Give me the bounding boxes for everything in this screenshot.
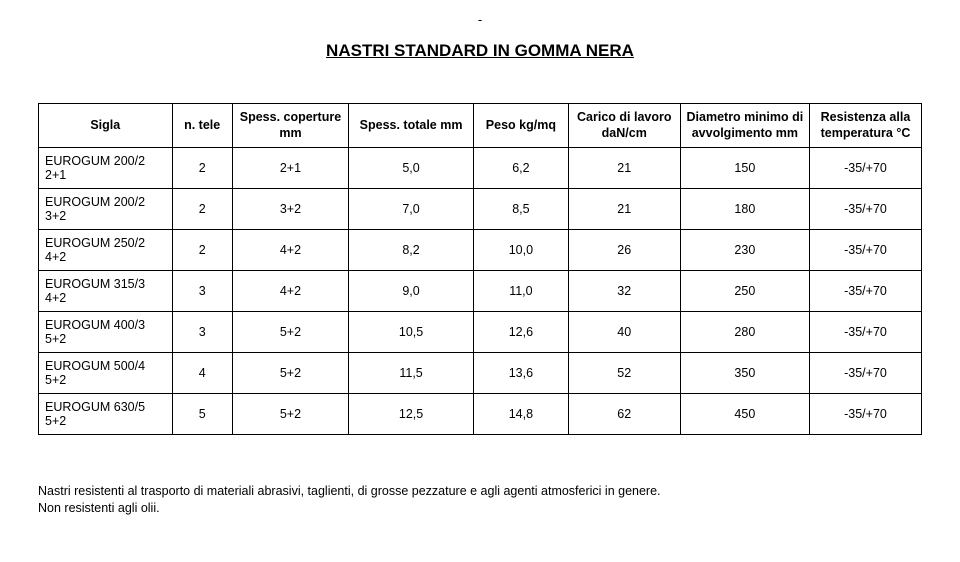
table-row: EUROGUM 200/2 2+1 2 2+1 5,0 6,2 21 150 -… xyxy=(39,148,922,189)
cell-totale: 10,5 xyxy=(349,312,474,353)
cell-coperture: 4+2 xyxy=(232,230,348,271)
table-row: EUROGUM 630/5 5+2 5 5+2 12,5 14,8 62 450… xyxy=(39,394,922,435)
col-header-carico: Carico di lavoro daN/cm xyxy=(568,104,680,148)
cell-coperture: 4+2 xyxy=(232,271,348,312)
cell-coperture: 2+1 xyxy=(232,148,348,189)
cell-carico: 62 xyxy=(568,394,680,435)
cell-ntele: 4 xyxy=(172,353,232,394)
footnote-line2: Non resistenti agli olii. xyxy=(38,501,160,515)
table-row: EUROGUM 500/4 5+2 4 5+2 11,5 13,6 52 350… xyxy=(39,353,922,394)
cell-resistenza: -35/+70 xyxy=(809,394,921,435)
cell-peso: 12,6 xyxy=(474,312,569,353)
col-header-sigla: Sigla xyxy=(39,104,173,148)
cell-peso: 10,0 xyxy=(474,230,569,271)
cell-sigla: EUROGUM 630/5 5+2 xyxy=(39,394,173,435)
table-row: EUROGUM 250/2 4+2 2 4+2 8,2 10,0 26 230 … xyxy=(39,230,922,271)
cell-resistenza: -35/+70 xyxy=(809,230,921,271)
cell-sigla: EUROGUM 500/4 5+2 xyxy=(39,353,173,394)
cell-diametro: 150 xyxy=(680,148,809,189)
document-page: - NASTRI STANDARD IN GOMMA NERA Sigla n.… xyxy=(0,0,960,537)
table-row: EUROGUM 200/2 3+2 2 3+2 7,0 8,5 21 180 -… xyxy=(39,189,922,230)
cell-ntele: 2 xyxy=(172,189,232,230)
cell-peso: 8,5 xyxy=(474,189,569,230)
cell-totale: 11,5 xyxy=(349,353,474,394)
cell-totale: 5,0 xyxy=(349,148,474,189)
col-header-diametro: Diametro minimo di avvolgimento mm xyxy=(680,104,809,148)
cell-sigla: EUROGUM 400/3 5+2 xyxy=(39,312,173,353)
cell-coperture: 5+2 xyxy=(232,394,348,435)
table-row: EUROGUM 400/3 5+2 3 5+2 10,5 12,6 40 280… xyxy=(39,312,922,353)
col-header-ntele: n. tele xyxy=(172,104,232,148)
page-title: NASTRI STANDARD IN GOMMA NERA xyxy=(38,41,922,61)
cell-ntele: 2 xyxy=(172,148,232,189)
cell-ntele: 3 xyxy=(172,271,232,312)
cell-totale: 7,0 xyxy=(349,189,474,230)
table-header-row: Sigla n. tele Spess. coperture mm Spess.… xyxy=(39,104,922,148)
footnote-line1: Nastri resistenti al trasporto di materi… xyxy=(38,484,661,498)
cell-sigla: EUROGUM 200/2 3+2 xyxy=(39,189,173,230)
cell-peso: 6,2 xyxy=(474,148,569,189)
page-dash: - xyxy=(38,12,922,27)
cell-coperture: 5+2 xyxy=(232,353,348,394)
cell-coperture: 5+2 xyxy=(232,312,348,353)
cell-coperture: 3+2 xyxy=(232,189,348,230)
col-header-coperture: Spess. coperture mm xyxy=(232,104,348,148)
cell-peso: 11,0 xyxy=(474,271,569,312)
cell-diametro: 280 xyxy=(680,312,809,353)
cell-sigla: EUROGUM 315/3 4+2 xyxy=(39,271,173,312)
cell-ntele: 3 xyxy=(172,312,232,353)
cell-carico: 26 xyxy=(568,230,680,271)
cell-totale: 12,5 xyxy=(349,394,474,435)
cell-carico: 32 xyxy=(568,271,680,312)
cell-ntele: 2 xyxy=(172,230,232,271)
cell-totale: 9,0 xyxy=(349,271,474,312)
footnote: Nastri resistenti al trasporto di materi… xyxy=(38,483,922,517)
cell-resistenza: -35/+70 xyxy=(809,271,921,312)
cell-peso: 14,8 xyxy=(474,394,569,435)
cell-totale: 8,2 xyxy=(349,230,474,271)
cell-diametro: 450 xyxy=(680,394,809,435)
cell-sigla: EUROGUM 200/2 2+1 xyxy=(39,148,173,189)
cell-resistenza: -35/+70 xyxy=(809,353,921,394)
col-header-resistenza: Resistenza alla temperatura °C xyxy=(809,104,921,148)
cell-ntele: 5 xyxy=(172,394,232,435)
cell-sigla: EUROGUM 250/2 4+2 xyxy=(39,230,173,271)
col-header-peso: Peso kg/mq xyxy=(474,104,569,148)
table-row: EUROGUM 315/3 4+2 3 4+2 9,0 11,0 32 250 … xyxy=(39,271,922,312)
cell-diametro: 230 xyxy=(680,230,809,271)
cell-resistenza: -35/+70 xyxy=(809,189,921,230)
cell-diametro: 250 xyxy=(680,271,809,312)
cell-carico: 40 xyxy=(568,312,680,353)
cell-diametro: 350 xyxy=(680,353,809,394)
cell-carico: 21 xyxy=(568,148,680,189)
cell-resistenza: -35/+70 xyxy=(809,312,921,353)
cell-diametro: 180 xyxy=(680,189,809,230)
col-header-totale: Spess. totale mm xyxy=(349,104,474,148)
cell-carico: 52 xyxy=(568,353,680,394)
cell-peso: 13,6 xyxy=(474,353,569,394)
cell-carico: 21 xyxy=(568,189,680,230)
cell-resistenza: -35/+70 xyxy=(809,148,921,189)
table-body: EUROGUM 200/2 2+1 2 2+1 5,0 6,2 21 150 -… xyxy=(39,148,922,435)
spec-table: Sigla n. tele Spess. coperture mm Spess.… xyxy=(38,103,922,435)
